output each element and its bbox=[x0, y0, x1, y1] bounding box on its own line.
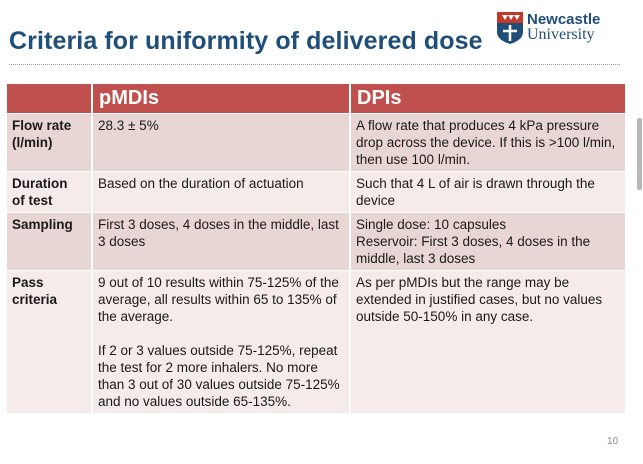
row-label: Flow rate (l/min) bbox=[7, 113, 93, 172]
dpi-cell: As per pMDIs but the range may be extend… bbox=[350, 270, 625, 413]
pmdi-cell: 9 out of 10 results within 75-125% of th… bbox=[92, 270, 351, 413]
header-pmdis: pMDIs bbox=[92, 84, 351, 114]
header-empty bbox=[7, 84, 93, 114]
row-label: Duration of test bbox=[7, 171, 93, 213]
dpi-cell: Single dose: 10 capsules Reservoir: Firs… bbox=[350, 212, 625, 271]
criteria-table: pMDIs DPIs Flow rate (l/min) 28.3 ± 5% A… bbox=[7, 84, 625, 413]
slide-title: Criteria for uniformity of delivered dos… bbox=[9, 27, 483, 55]
title-divider bbox=[9, 64, 620, 65]
table-row-flow-rate: Flow rate (l/min) 28.3 ± 5% A flow rate … bbox=[7, 113, 625, 172]
table-row-sampling: Sampling First 3 doses, 4 doses in the m… bbox=[7, 212, 625, 271]
page-number: 10 bbox=[607, 436, 619, 447]
vertical-scrollbar[interactable] bbox=[637, 118, 642, 190]
pmdi-cell: First 3 doses, 4 doses in the middle, la… bbox=[92, 212, 351, 271]
logo-name: Newcastle bbox=[527, 11, 601, 28]
logo-subtitle: University bbox=[527, 26, 595, 43]
newcastle-university-logo: Newcastle University bbox=[497, 12, 609, 58]
table-row-pass-criteria: Pass criteria 9 out of 10 results within… bbox=[7, 270, 625, 413]
pmdi-cell: Based on the duration of actuation bbox=[92, 171, 351, 213]
dpi-cell: Such that 4 L of air is drawn through th… bbox=[350, 171, 625, 213]
row-label: Pass criteria bbox=[7, 270, 93, 413]
header-dpis: DPIs bbox=[350, 84, 625, 114]
row-label: Sampling bbox=[7, 212, 93, 271]
dpi-cell: A flow rate that produces 4 kPa pressure… bbox=[350, 113, 625, 172]
table-row-duration: Duration of test Based on the duration o… bbox=[7, 171, 625, 213]
table-header-row: pMDIs DPIs bbox=[7, 84, 625, 114]
university-crest-icon bbox=[497, 12, 523, 44]
pmdi-cell: 28.3 ± 5% bbox=[92, 113, 351, 172]
